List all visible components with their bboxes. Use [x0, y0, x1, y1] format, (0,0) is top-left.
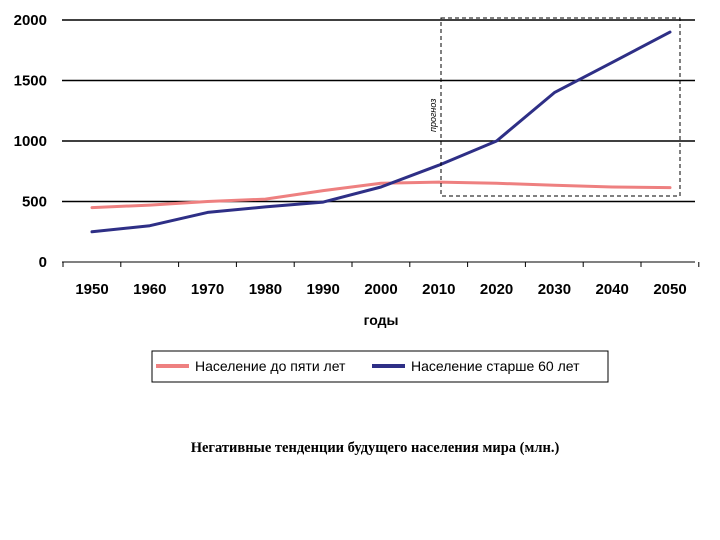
x-tick-label: 1980	[249, 281, 282, 298]
y-tick-label: 1500	[14, 73, 47, 90]
y-tick-label: 1000	[14, 133, 47, 150]
x-tick-label: 1950	[75, 281, 108, 298]
x-axis-ticks	[62, 262, 700, 267]
y-tick-label: 500	[22, 194, 47, 211]
forecast-box	[440, 17, 681, 197]
x-axis-title: годы	[364, 312, 399, 328]
x-tick-label: 2000	[364, 281, 397, 298]
series-line-1	[90, 180, 672, 210]
legend: Население до пяти лет Население старше 6…	[151, 350, 609, 383]
y-tick-label: 0	[39, 254, 47, 271]
legend-label-series-1: Население до пяти лет	[195, 358, 346, 374]
population-chart: 0 500 1000 1500 2000 1950 1960 1970 1980 1990 200…	[14, 12, 700, 383]
x-tick-label: 2030	[538, 281, 571, 298]
series-line-2	[90, 30, 672, 234]
y-tick-label: 2000	[14, 12, 47, 29]
figure-caption: Негативные тенденции будущего населения …	[190, 440, 560, 456]
forecast-label: прогноз	[428, 99, 438, 132]
x-tick-label: 1990	[307, 281, 340, 298]
y-axis-tick-labels: 0 500 1000 1500 2000	[14, 12, 47, 271]
x-tick-label: 1960	[133, 281, 166, 298]
x-tick-label: 2040	[596, 281, 629, 298]
legend-label-series-2: Население старше 60 лет	[411, 358, 580, 374]
x-tick-label: 2020	[480, 281, 513, 298]
gridlines	[62, 19, 695, 203]
x-axis-tick-labels: 1950 1960 1970 1980 1990 2000 2010 2020 2030 2040…	[75, 281, 686, 298]
plot-area	[62, 20, 695, 260]
x-tick-label: 2050	[653, 281, 686, 298]
x-tick-label: 1970	[191, 281, 224, 298]
x-tick-label: 2010	[422, 281, 455, 298]
series-lines	[90, 30, 672, 234]
